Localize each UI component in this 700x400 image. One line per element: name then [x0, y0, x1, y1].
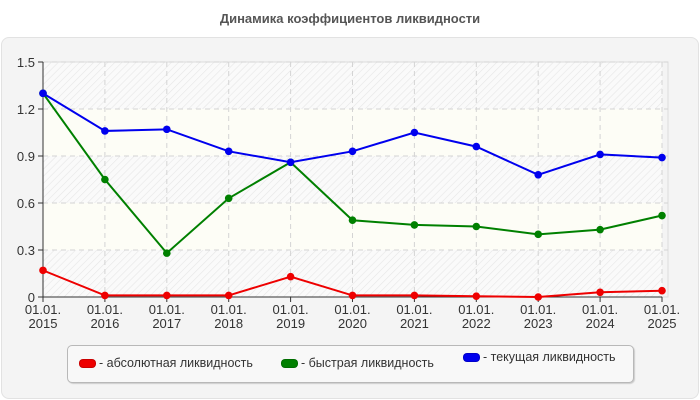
- svg-text:01.01.: 01.01.: [334, 302, 370, 317]
- legend-item-quick: - быстрая ликвидность: [281, 356, 434, 370]
- grid-lines: [43, 61, 668, 297]
- legend: - абсолютная ликвидность - быстрая ликви…: [67, 345, 634, 383]
- svg-text:2016: 2016: [90, 316, 119, 331]
- svg-text:01.01.: 01.01.: [458, 302, 494, 317]
- plot-area: [42, 61, 669, 298]
- svg-text:01.01.: 01.01.: [87, 302, 123, 317]
- svg-text:01.01.: 01.01.: [520, 302, 556, 317]
- legend-label: - текущая ликвидность: [483, 350, 616, 364]
- svg-text:2019: 2019: [276, 316, 305, 331]
- svg-text:01.01.: 01.01.: [273, 302, 309, 317]
- svg-text:2018: 2018: [214, 316, 243, 331]
- svg-text:1.2: 1.2: [17, 102, 35, 117]
- svg-text:0.6: 0.6: [17, 196, 35, 211]
- svg-text:2025: 2025: [648, 316, 677, 331]
- svg-text:2015: 2015: [29, 316, 58, 331]
- svg-text:0.3: 0.3: [17, 243, 35, 258]
- svg-text:01.01.: 01.01.: [396, 302, 432, 317]
- chart-title: Динамика коэффициентов ликвидности: [219, 11, 481, 26]
- svg-text:01.01.: 01.01.: [211, 302, 247, 317]
- svg-text:2017: 2017: [152, 316, 181, 331]
- svg-text:0.9: 0.9: [17, 149, 35, 164]
- legend-swatch-blue: [463, 352, 480, 362]
- legend-label: - абсолютная ликвидность: [99, 356, 253, 370]
- svg-text:1.5: 1.5: [17, 55, 35, 70]
- svg-text:01.01.: 01.01.: [644, 302, 680, 317]
- svg-text:2021: 2021: [400, 316, 429, 331]
- svg-text:2020: 2020: [338, 316, 367, 331]
- svg-text:01.01.: 01.01.: [25, 302, 61, 317]
- svg-text:01.01.: 01.01.: [149, 302, 185, 317]
- data-series: [39, 89, 666, 301]
- svg-text:0: 0: [28, 290, 35, 305]
- legend-item-current: - текущая ликвидность: [463, 350, 616, 364]
- svg-text:2022: 2022: [462, 316, 491, 331]
- legend-item-absolute: - абсолютная ликвидность: [79, 356, 253, 370]
- legend-swatch-red: [79, 358, 96, 368]
- legend-swatch-green: [281, 358, 298, 368]
- legend-label: - быстрая ликвидность: [301, 356, 434, 370]
- svg-text:01.01.: 01.01.: [582, 302, 618, 317]
- svg-text:2023: 2023: [524, 316, 553, 331]
- svg-text:2024: 2024: [586, 316, 615, 331]
